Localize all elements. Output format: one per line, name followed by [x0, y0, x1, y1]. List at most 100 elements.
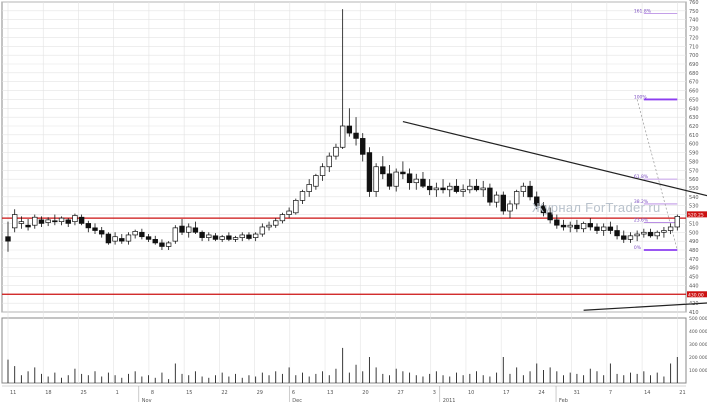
candle-body	[346, 125, 353, 134]
candle-body	[266, 224, 272, 228]
price-tick-label: 550	[689, 186, 699, 192]
price-tick-label: 440	[689, 283, 699, 289]
candle-body	[500, 194, 506, 212]
candle-body	[547, 212, 553, 221]
candle-body	[38, 219, 45, 224]
candle-body	[65, 219, 71, 224]
candle-body	[32, 216, 38, 226]
candle-body	[85, 223, 92, 229]
candle-body	[600, 226, 607, 231]
candle-body	[440, 187, 446, 191]
candle-body	[226, 235, 232, 240]
candle-body	[159, 242, 165, 247]
candle-body	[560, 224, 567, 228]
candle-body	[400, 171, 406, 175]
date-tick-label: 31	[574, 390, 580, 396]
candle-body	[18, 221, 25, 224]
price-tick-label: 620	[689, 124, 699, 130]
candle-body	[99, 230, 105, 235]
candle-body	[246, 234, 252, 239]
candle-body	[105, 233, 112, 244]
candle-body	[5, 236, 11, 242]
date-tick-label: 8	[151, 390, 154, 396]
volume-tick-label: 500 000	[689, 316, 707, 322]
price-highlight-label: 520.25	[688, 212, 704, 218]
date-tick-label: 3	[433, 390, 436, 396]
candle-body	[313, 175, 319, 187]
candle-body	[447, 185, 453, 191]
candle-body	[139, 231, 145, 238]
candle-body	[473, 185, 480, 191]
candle-body	[654, 231, 660, 237]
date-tick-label: 24	[538, 390, 544, 396]
candle-body	[353, 132, 359, 139]
candle-body	[406, 173, 413, 184]
candle-body	[206, 234, 212, 238]
date-tick-label: 18	[45, 390, 51, 396]
candle-body	[587, 223, 593, 228]
candle-body	[534, 196, 540, 207]
candle-body	[72, 215, 78, 223]
price-tick-label: 460	[689, 266, 699, 272]
price-tick-label: 740	[689, 18, 699, 24]
candle-body	[339, 125, 346, 148]
candle-body	[480, 187, 486, 191]
candle-body	[212, 235, 219, 240]
fib-level-label: 61.8%	[634, 174, 649, 180]
date-tick-label: 21	[679, 390, 685, 396]
price-tick-label: 700	[689, 53, 699, 59]
date-tick-label: 7	[609, 390, 612, 396]
fib-level-label: 0%	[634, 245, 642, 251]
candle-body	[58, 217, 65, 223]
candle-body	[279, 214, 286, 222]
date-tick-label: 22	[221, 390, 227, 396]
candle-body	[132, 231, 138, 236]
candle-body	[580, 223, 587, 230]
candle-body	[520, 185, 527, 192]
candle-body	[373, 166, 379, 192]
candle-body	[614, 230, 620, 237]
trendline	[402, 120, 707, 197]
candle-body	[413, 178, 419, 184]
price-tick-label: 530	[689, 204, 699, 210]
volume-tick-label: 300 000	[689, 342, 707, 348]
fib-level-label: 161.8%	[634, 9, 652, 15]
candle-body	[386, 173, 393, 187]
date-tick-label: 13	[327, 390, 333, 396]
candle-body	[453, 185, 460, 192]
price-tick-label: 570	[689, 168, 699, 174]
price-tick-label: 760	[689, 0, 699, 6]
price-tick-label: 660	[689, 89, 699, 95]
fib-level-label: 23.6%	[634, 218, 649, 224]
candle-body	[326, 155, 332, 168]
watermark-text: Журнал ForTrader.ru	[532, 200, 661, 215]
candle-body	[306, 184, 312, 192]
candle-body	[554, 219, 560, 226]
candle-body	[192, 227, 199, 233]
candle-body	[540, 205, 547, 214]
price-tick-label: 560	[689, 177, 699, 183]
date-tick-label: 17	[503, 390, 509, 396]
month-label: Dec	[292, 398, 302, 404]
price-tick-label: 650	[689, 97, 699, 103]
trendline	[583, 302, 707, 311]
price-tick-label: 600	[689, 142, 699, 148]
candle-body	[219, 236, 225, 240]
volume-panel-frame	[1, 317, 687, 384]
candle-body	[92, 227, 98, 231]
candle-body	[433, 187, 440, 191]
candle-body	[527, 185, 533, 198]
month-label: Feb	[559, 398, 568, 404]
candle-body	[627, 235, 634, 240]
candle-body	[360, 138, 366, 155]
date-tick-label: 14	[644, 390, 650, 396]
price-tick-label: 680	[689, 71, 699, 77]
candle-body	[78, 216, 85, 224]
candle-body	[674, 215, 680, 228]
price-panel-frame	[1, 1, 687, 313]
candle-body	[366, 152, 373, 192]
price-tick-label: 610	[689, 133, 699, 139]
date-tick-label: 25	[80, 390, 86, 396]
candle-body	[467, 185, 473, 191]
